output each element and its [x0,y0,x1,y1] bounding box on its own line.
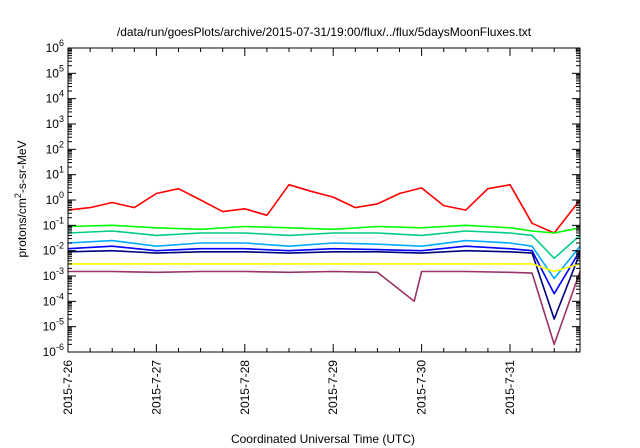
y-tick-label: 10-6 [43,342,64,359]
y-axis-title: protons/cm2-s-sr-MeV [13,140,29,257]
series-line-8 [68,270,581,346]
series-line-1 [67,183,581,234]
y-tick-label: 105 [46,63,64,80]
series-line-2 [67,224,581,234]
series-line-4 [67,239,581,280]
x-tick-label: 2015-7-28 [238,360,252,415]
x-tick-label: 2015-7-29 [326,360,340,415]
y-tick-label: 10-5 [43,317,64,334]
series-line-7 [68,263,581,273]
x-tick-label: 2015-7-27 [149,360,163,415]
y-tick-label: 101 [46,165,64,182]
series-line-3 [67,230,581,260]
axes: 10-6 10-5 10-4 10-3 10-2 10-1 100 101 102 103 104 1… [43,38,581,415]
y-tick-label: 10-1 [43,215,64,232]
y-tick-label: 100 [46,190,64,207]
y-axis-title-main: protons/cm [15,198,29,257]
y-tick-label: 104 [46,89,64,106]
x-tick-label: 2015-7-30 [415,360,429,415]
y-tick-label: 10-2 [43,241,64,258]
series-line-5 [67,245,581,295]
series-line-6 [67,249,581,320]
y-tick-label: 102 [46,139,64,156]
x-axis-title: Coordinated Universal Time (UTC) [231,432,415,446]
y-tick-label: 106 [46,38,64,55]
y-tick-label: 10-4 [43,291,64,308]
y-tick-label: 10-3 [43,266,64,283]
x-tick-label: 2015-7-31 [503,360,517,415]
y-axis-title-rest: -s-sr-MeV [15,140,29,193]
x-tick-label: 2015-7-26 [61,360,75,415]
y-axis-title-superscript: 2 [13,193,23,198]
y-tick-label: 103 [46,114,64,131]
plot-area [67,183,581,346]
chart-title: /data/run/goesPlots/archive/2015-07-31/1… [117,25,532,39]
